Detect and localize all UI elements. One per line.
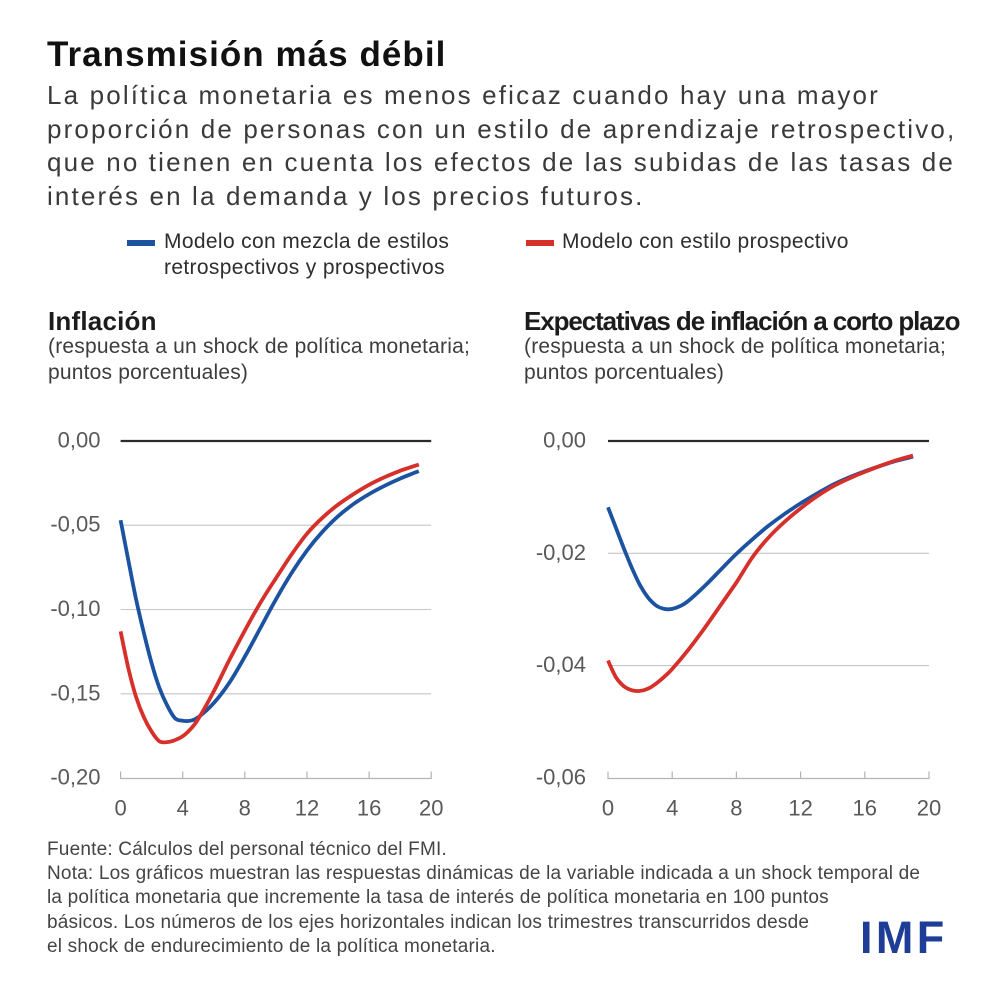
svg-text:-0,04: -0,04: [536, 652, 586, 677]
svg-text:20: 20: [419, 796, 443, 821]
svg-text:0,00: 0,00: [58, 428, 101, 453]
svg-text:20: 20: [917, 796, 941, 821]
svg-text:16: 16: [357, 796, 381, 821]
svg-text:0,00: 0,00: [543, 428, 586, 453]
svg-text:8: 8: [730, 796, 742, 821]
svg-text:-0,06: -0,06: [536, 764, 586, 789]
svg-text:4: 4: [666, 796, 678, 821]
svg-text:12: 12: [295, 796, 319, 821]
svg-text:-0,05: -0,05: [50, 512, 100, 537]
svg-text:-0,10: -0,10: [50, 596, 100, 621]
svg-text:12: 12: [788, 796, 812, 821]
svg-text:0: 0: [114, 796, 126, 821]
svg-text:-0,02: -0,02: [536, 540, 586, 565]
svg-text:-0,15: -0,15: [50, 680, 100, 705]
svg-text:4: 4: [177, 796, 189, 821]
svg-text:-0,20: -0,20: [50, 765, 100, 790]
svg-text:8: 8: [239, 796, 251, 821]
svg-text:16: 16: [853, 796, 877, 821]
svg-text:0: 0: [602, 796, 614, 821]
